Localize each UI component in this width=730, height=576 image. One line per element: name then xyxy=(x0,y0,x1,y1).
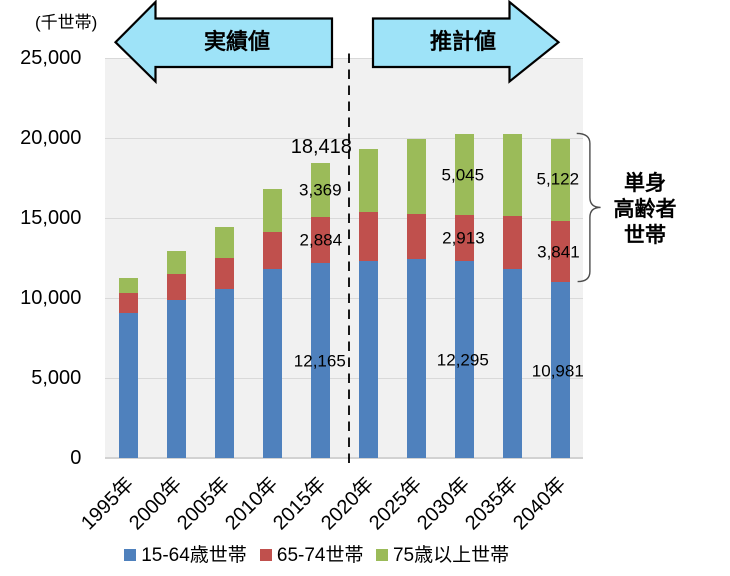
x-tick-label: 2010年 xyxy=(221,473,283,535)
value-label: 3,369 xyxy=(299,180,342,200)
x-tick-label: 2000年 xyxy=(125,473,187,535)
gridline xyxy=(104,57,584,59)
x-tick-label: 2015年 xyxy=(269,473,331,535)
legend-item: 75歳以上世帯 xyxy=(375,544,510,566)
annotation-line: 高齢者 xyxy=(613,198,677,221)
y-tick-label: 5,000 xyxy=(31,367,82,389)
legend-label: 65-74世帯 xyxy=(276,544,364,566)
x-tick-label: 2020年 xyxy=(317,473,379,535)
bar-segment xyxy=(359,260,379,458)
bar-segment xyxy=(167,251,187,274)
bar-segment xyxy=(311,263,331,458)
bar-segment xyxy=(167,273,187,300)
bar-segment xyxy=(503,215,523,269)
bar-segment xyxy=(263,189,283,232)
y-axis-unit-label: (千世帯) xyxy=(35,13,98,32)
legend-label: 15-64歳世帯 xyxy=(141,544,247,566)
y-tick-label: 25,000 xyxy=(20,47,82,69)
y-tick-label: 20,000 xyxy=(20,127,82,149)
legend-swatch xyxy=(375,548,388,562)
x-tick-label: 2025年 xyxy=(365,473,427,535)
legend-item: 15-64歳世帯 xyxy=(124,544,247,566)
value-label: 5,122 xyxy=(536,169,580,189)
x-tick-label: 2030年 xyxy=(413,473,475,535)
bar-segment xyxy=(215,288,235,458)
bar-segment xyxy=(119,313,139,458)
x-axis-line xyxy=(104,457,584,460)
actual-values-arrow-label: 実績値 xyxy=(203,29,271,54)
bar-segment xyxy=(503,268,523,458)
bar-segment xyxy=(359,148,379,213)
y-tick-label: 0 xyxy=(70,447,82,469)
value-label: 2,913 xyxy=(442,228,485,248)
gridline xyxy=(104,297,584,299)
value-label: 18,418 xyxy=(290,136,352,159)
legend-label: 75歳以上世帯 xyxy=(392,544,510,566)
x-tick-label: 2005年 xyxy=(173,473,235,535)
y-tick-label: 15,000 xyxy=(20,207,82,229)
bar-segment xyxy=(551,138,571,221)
annotation-line: 単身 xyxy=(624,172,666,195)
x-tick-label: 1995年 xyxy=(77,473,139,535)
bar-segment xyxy=(119,278,139,293)
bar-segment xyxy=(263,269,283,458)
value-label: 2,884 xyxy=(299,230,343,250)
bar-segment xyxy=(167,299,187,458)
single-elderly-households-annotation: 単身 高齢者 世帯 xyxy=(604,171,686,249)
legend-swatch xyxy=(124,548,137,562)
x-tick-label: 2035年 xyxy=(461,473,523,535)
bar-segment xyxy=(407,138,427,214)
bar-segment xyxy=(215,226,235,259)
bar-segment xyxy=(455,261,475,458)
bar-segment xyxy=(407,213,427,259)
bar-segment xyxy=(551,220,571,283)
projected-values-arrow-label: 推計値 xyxy=(429,29,497,54)
gridline xyxy=(104,217,584,219)
bar-segment xyxy=(503,134,523,216)
gridline xyxy=(104,377,584,379)
value-label: 10,981 xyxy=(531,361,584,381)
bar-segment xyxy=(263,231,283,270)
annotation-line: 世帯 xyxy=(624,224,666,247)
value-label: 3,841 xyxy=(537,242,580,262)
gridline xyxy=(104,137,584,139)
bar-segment xyxy=(119,292,139,314)
legend-swatch xyxy=(259,548,272,562)
bar-segment xyxy=(359,212,379,261)
y-tick-label: 10,000 xyxy=(20,287,82,309)
bar-segment xyxy=(311,217,331,264)
value-label: 5,045 xyxy=(441,165,485,185)
x-tick-label: 2040年 xyxy=(509,473,571,535)
bar-segment xyxy=(455,214,475,262)
value-label: 12,165 xyxy=(293,351,346,371)
value-label: 12,295 xyxy=(436,350,489,370)
bar-segment xyxy=(551,282,571,458)
legend-item: 65-74世帯 xyxy=(259,544,364,566)
bar-segment xyxy=(311,163,331,218)
bar-segment xyxy=(407,258,427,458)
bar-segment xyxy=(455,133,475,215)
bar-segment xyxy=(215,258,235,289)
